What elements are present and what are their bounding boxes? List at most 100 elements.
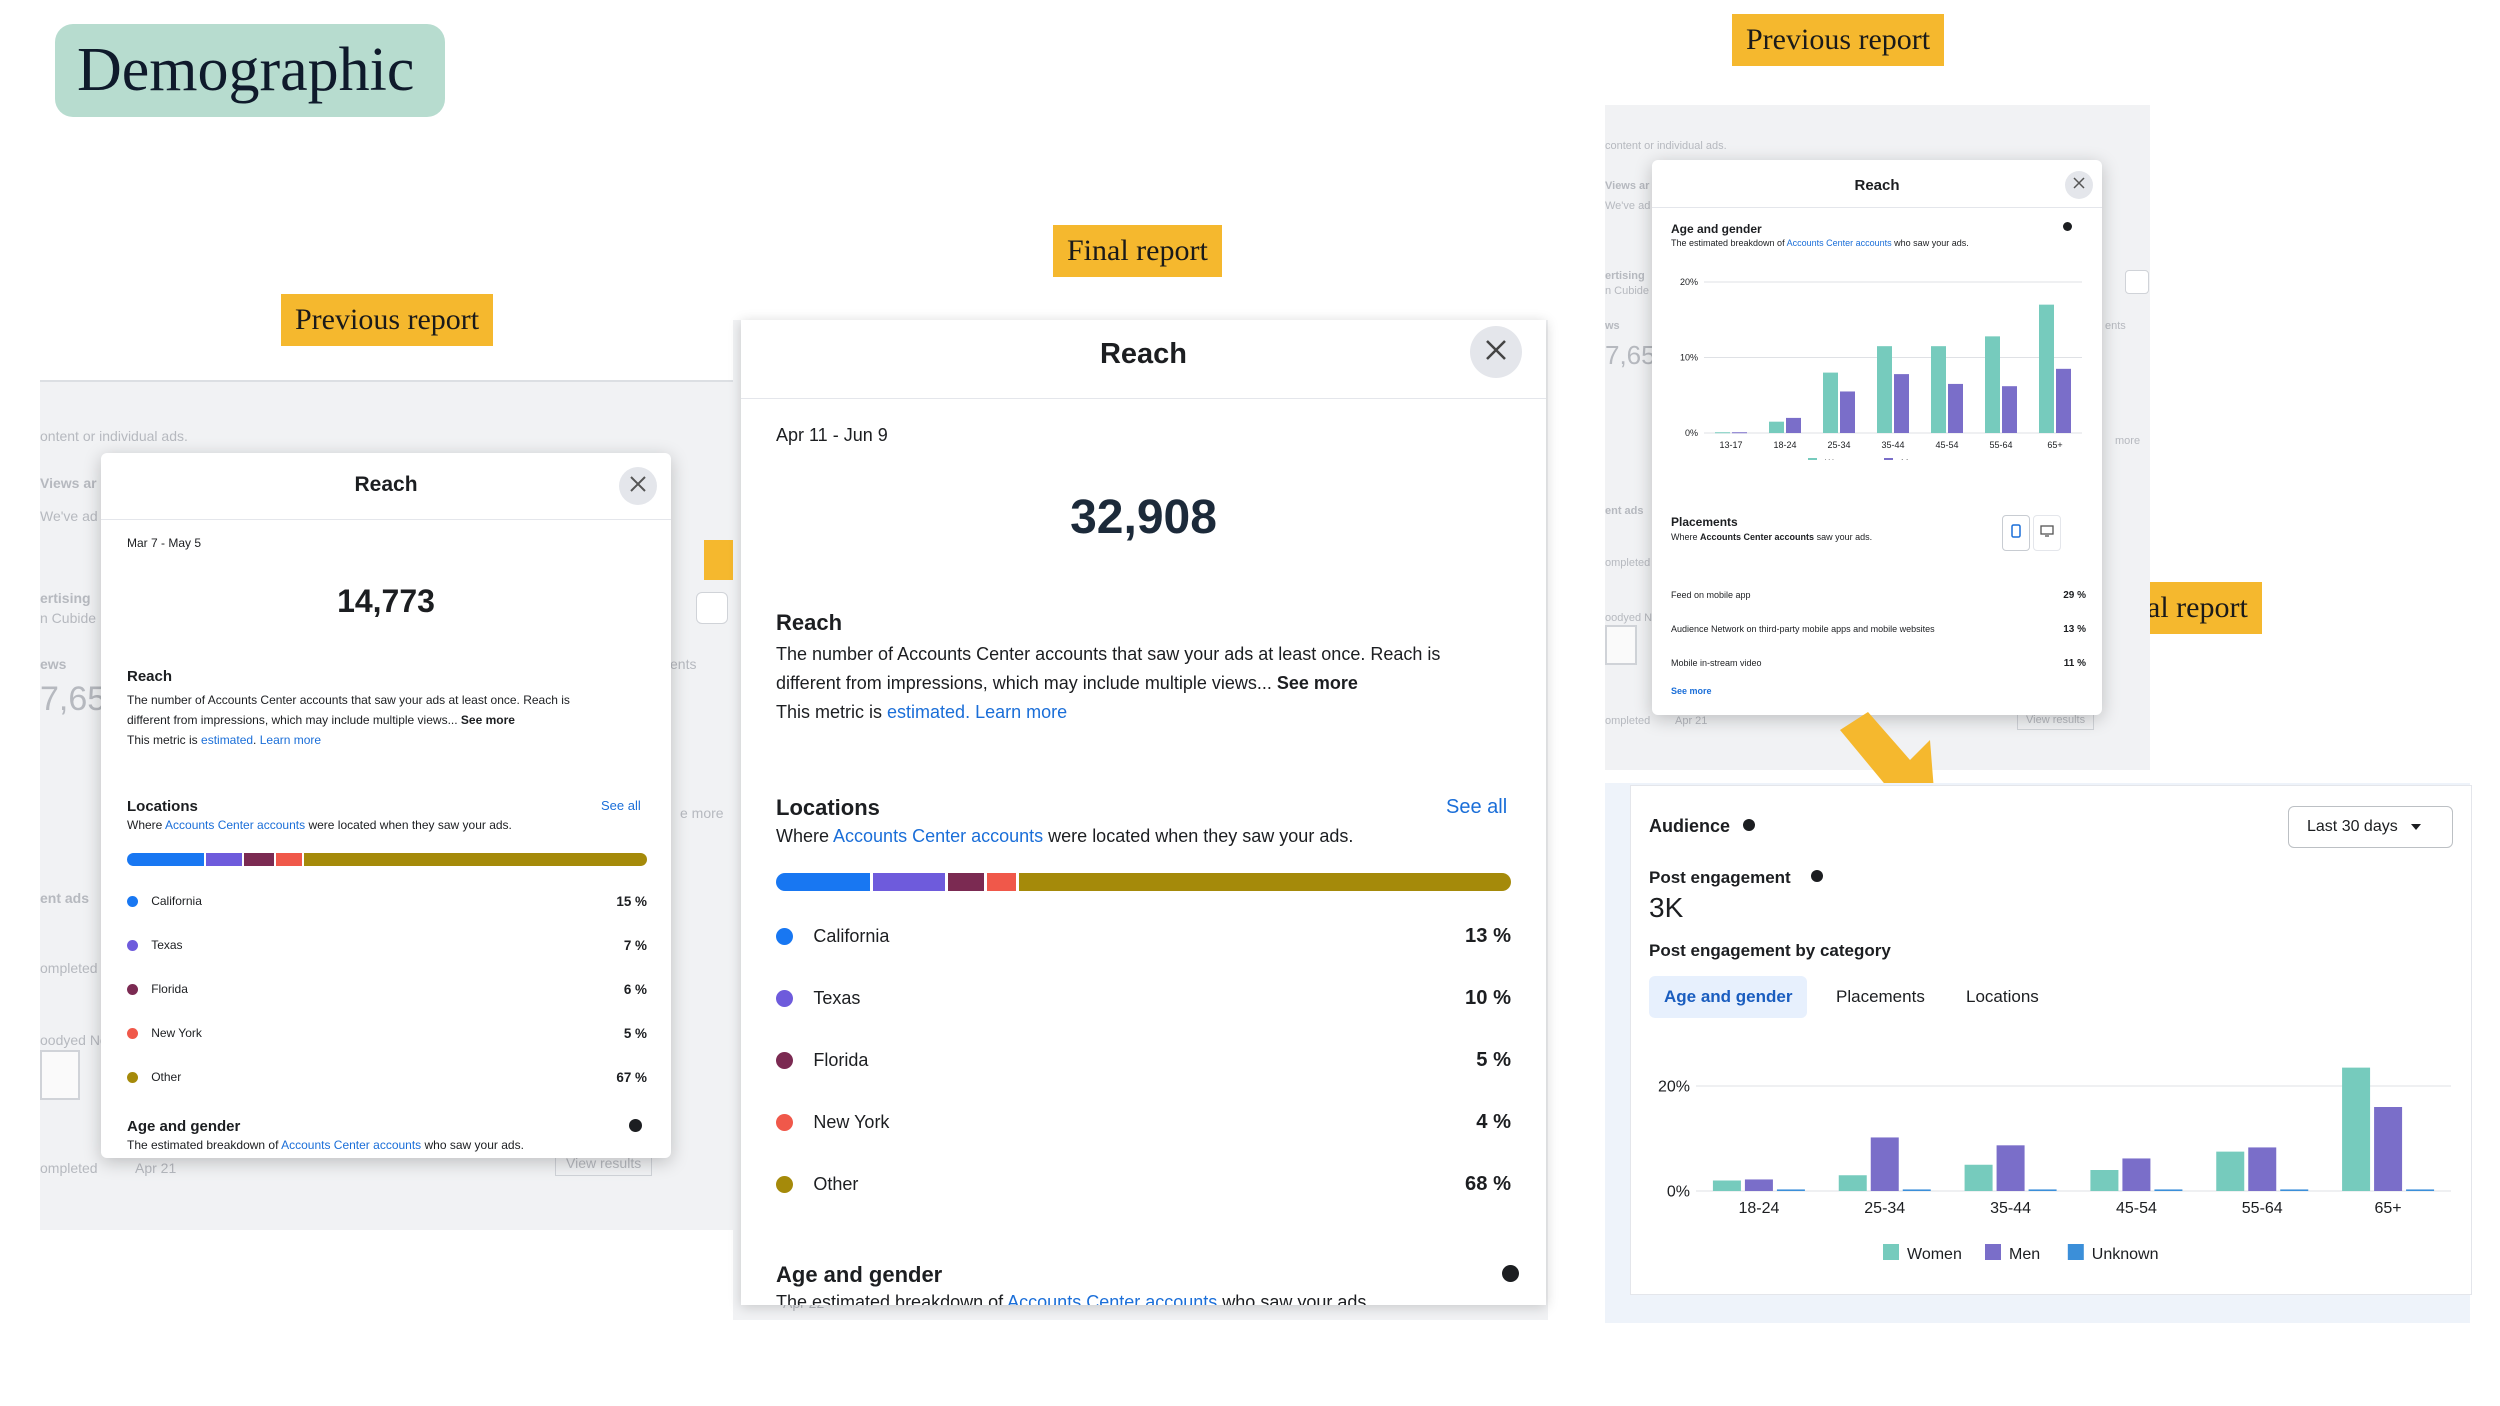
bg-text: n Cubide <box>40 610 97 626</box>
location-name: New York <box>151 1026 202 1040</box>
location-percent: 4 % <box>1476 1110 1511 1133</box>
panel-title: Reach <box>1099 338 1188 370</box>
close-button[interactable] <box>1470 326 1522 378</box>
accounts-link[interactable]: Accounts Center accounts <box>1786 238 1892 248</box>
accounts-link[interactable]: Accounts Center accounts <box>833 826 1044 846</box>
bg-text: Views ar <box>1605 180 1650 192</box>
chart-bar <box>2028 1189 2057 1191</box>
where-prefix: Where <box>127 818 163 832</box>
chart-bar <box>1902 1189 1931 1191</box>
audience-chart: 0% 20% 18-24 25-34 35-44 45-54 55-64 65+ Women Me… <box>1658 1067 2451 1263</box>
tab-locations[interactable]: Locations <box>1966 987 2039 1006</box>
close-button[interactable] <box>619 467 657 505</box>
location-row: Other 67 % <box>127 1055 647 1099</box>
locations-bar-segment <box>303 853 647 866</box>
locations-bar-segment <box>1019 873 1511 891</box>
location-percent: 10 % <box>1465 986 1511 1009</box>
location-label-group: Florida <box>776 1050 868 1071</box>
legend-swatch <box>1883 1244 1899 1260</box>
age-gender-subtitle: The estimated breakdown of Accounts Cent… <box>1671 238 1969 248</box>
location-label-group: California <box>776 926 889 947</box>
learn-more-link[interactable]: Learn more <box>259 733 322 747</box>
tab-placements[interactable]: Placements <box>1836 987 1925 1006</box>
info-icon[interactable] <box>1502 1265 1519 1282</box>
location-row: California 15 % <box>127 879 647 923</box>
legend-dot <box>127 939 138 951</box>
x-tick-label: 65+ <box>2375 1200 2402 1217</box>
locations-bar-segment <box>776 873 873 891</box>
bg-text: more <box>2115 435 2141 447</box>
accounts-link[interactable]: Accounts Center accounts <box>281 1138 422 1152</box>
thumbnail <box>1605 625 1637 665</box>
chart-bar <box>2216 1151 2245 1191</box>
placement-row: Feed on mobile app 29 % <box>1671 578 2086 612</box>
see-all-link[interactable]: See all <box>1446 796 1508 818</box>
chart-bar <box>2374 1107 2403 1191</box>
see-all-link[interactable]: See all <box>601 798 641 813</box>
bg-text: 7,65 <box>40 680 107 718</box>
x-tick-label: 25-34 <box>1864 1200 1905 1217</box>
info-icon[interactable] <box>1811 870 1823 882</box>
divider <box>1652 207 2102 208</box>
locations-list: California 15 % Texas 7 % Florida 6 % New York… <box>127 879 647 1099</box>
legend-swatch <box>1985 1244 2001 1260</box>
calendar-icon[interactable] <box>696 592 728 624</box>
locations-title: Locations <box>127 798 198 815</box>
learn-more-link[interactable]: Learn more <box>975 702 1068 722</box>
legend-dot <box>776 989 793 1007</box>
bg-text: ompleted <box>1605 715 1651 727</box>
reach-value: 14,773 <box>337 583 435 619</box>
date-range-dropdown[interactable]: Last 30 days <box>2288 806 2453 848</box>
x-tick-label: 65+ <box>2047 440 2062 450</box>
estimated-link[interactable]: estimated. <box>887 702 971 722</box>
y-tick-label: 10% <box>1680 353 1698 363</box>
location-row: California 13 % <box>776 905 1511 967</box>
x-tick-label: 35-44 <box>1881 440 1904 450</box>
desc-line: This metric is estimated. Learn more <box>127 733 322 747</box>
locations-title: Locations <box>776 795 880 820</box>
info-icon[interactable] <box>629 1119 642 1132</box>
bg-text: ews <box>40 656 67 672</box>
see-more-link[interactable]: See more <box>460 713 515 727</box>
mobile-toggle[interactable] <box>2002 515 2030 551</box>
final-report-tag-center: Final report <box>1053 225 1222 277</box>
chart-bar <box>1838 1175 1867 1191</box>
location-label-group: California <box>127 894 202 908</box>
location-name: Other <box>151 1070 182 1084</box>
locations-bar-segment <box>987 873 1020 891</box>
location-row: Florida 6 % <box>127 967 647 1011</box>
legend-label: Women <box>1907 1246 1962 1263</box>
chart-bar <box>1877 346 1892 433</box>
see-more-link[interactable]: See more <box>1276 673 1358 693</box>
chart-bar <box>2122 1158 2151 1191</box>
location-label-group: Florida <box>127 982 188 996</box>
info-icon[interactable] <box>1743 819 1755 831</box>
x-tick-label: 55-64 <box>1989 440 2012 450</box>
where-suffix: were located when they saw your ads. <box>1048 826 1354 846</box>
accounts-link[interactable]: Accounts Center accounts <box>165 818 306 832</box>
y-tick-label: 0% <box>1667 1183 1690 1200</box>
close-button[interactable] <box>2065 171 2093 199</box>
info-icon[interactable] <box>2063 222 2072 231</box>
location-label-group: New York <box>776 1112 889 1133</box>
placement-percent: 29 % <box>2063 589 2086 601</box>
tab-age-gender[interactable]: Age and gender <box>1649 976 1808 1018</box>
chart-bar <box>2248 1147 2277 1191</box>
desc-line: The number of Accounts Center accounts t… <box>127 693 570 707</box>
legend-swatch <box>2067 1244 2084 1260</box>
placements-subtitle: Where Accounts Center accounts saw your … <box>1671 532 1872 542</box>
bg-text: ents <box>670 656 697 672</box>
estimated-link[interactable]: estimated <box>201 733 254 747</box>
locations-list: California 13 % Texas 10 % Florida 5 % New Yor… <box>776 905 1511 1215</box>
dropdown-label: Last 30 days <box>2307 818 2398 835</box>
accounts-link[interactable]: Accounts Center accounts <box>1007 1292 1218 1305</box>
calendar-icon[interactable] <box>2125 270 2149 294</box>
legend-label: Unknown <box>2092 1246 2159 1263</box>
see-more-link[interactable]: See more <box>1671 686 1712 696</box>
panel-title: Reach <box>354 473 418 496</box>
desktop-toggle[interactable] <box>2033 515 2061 551</box>
location-name: Florida <box>151 982 188 996</box>
x-tick-label: 35-44 <box>1990 1200 2031 1217</box>
age-gender-title: Age and gender <box>1671 222 1762 236</box>
bg-text: e more <box>680 805 724 821</box>
